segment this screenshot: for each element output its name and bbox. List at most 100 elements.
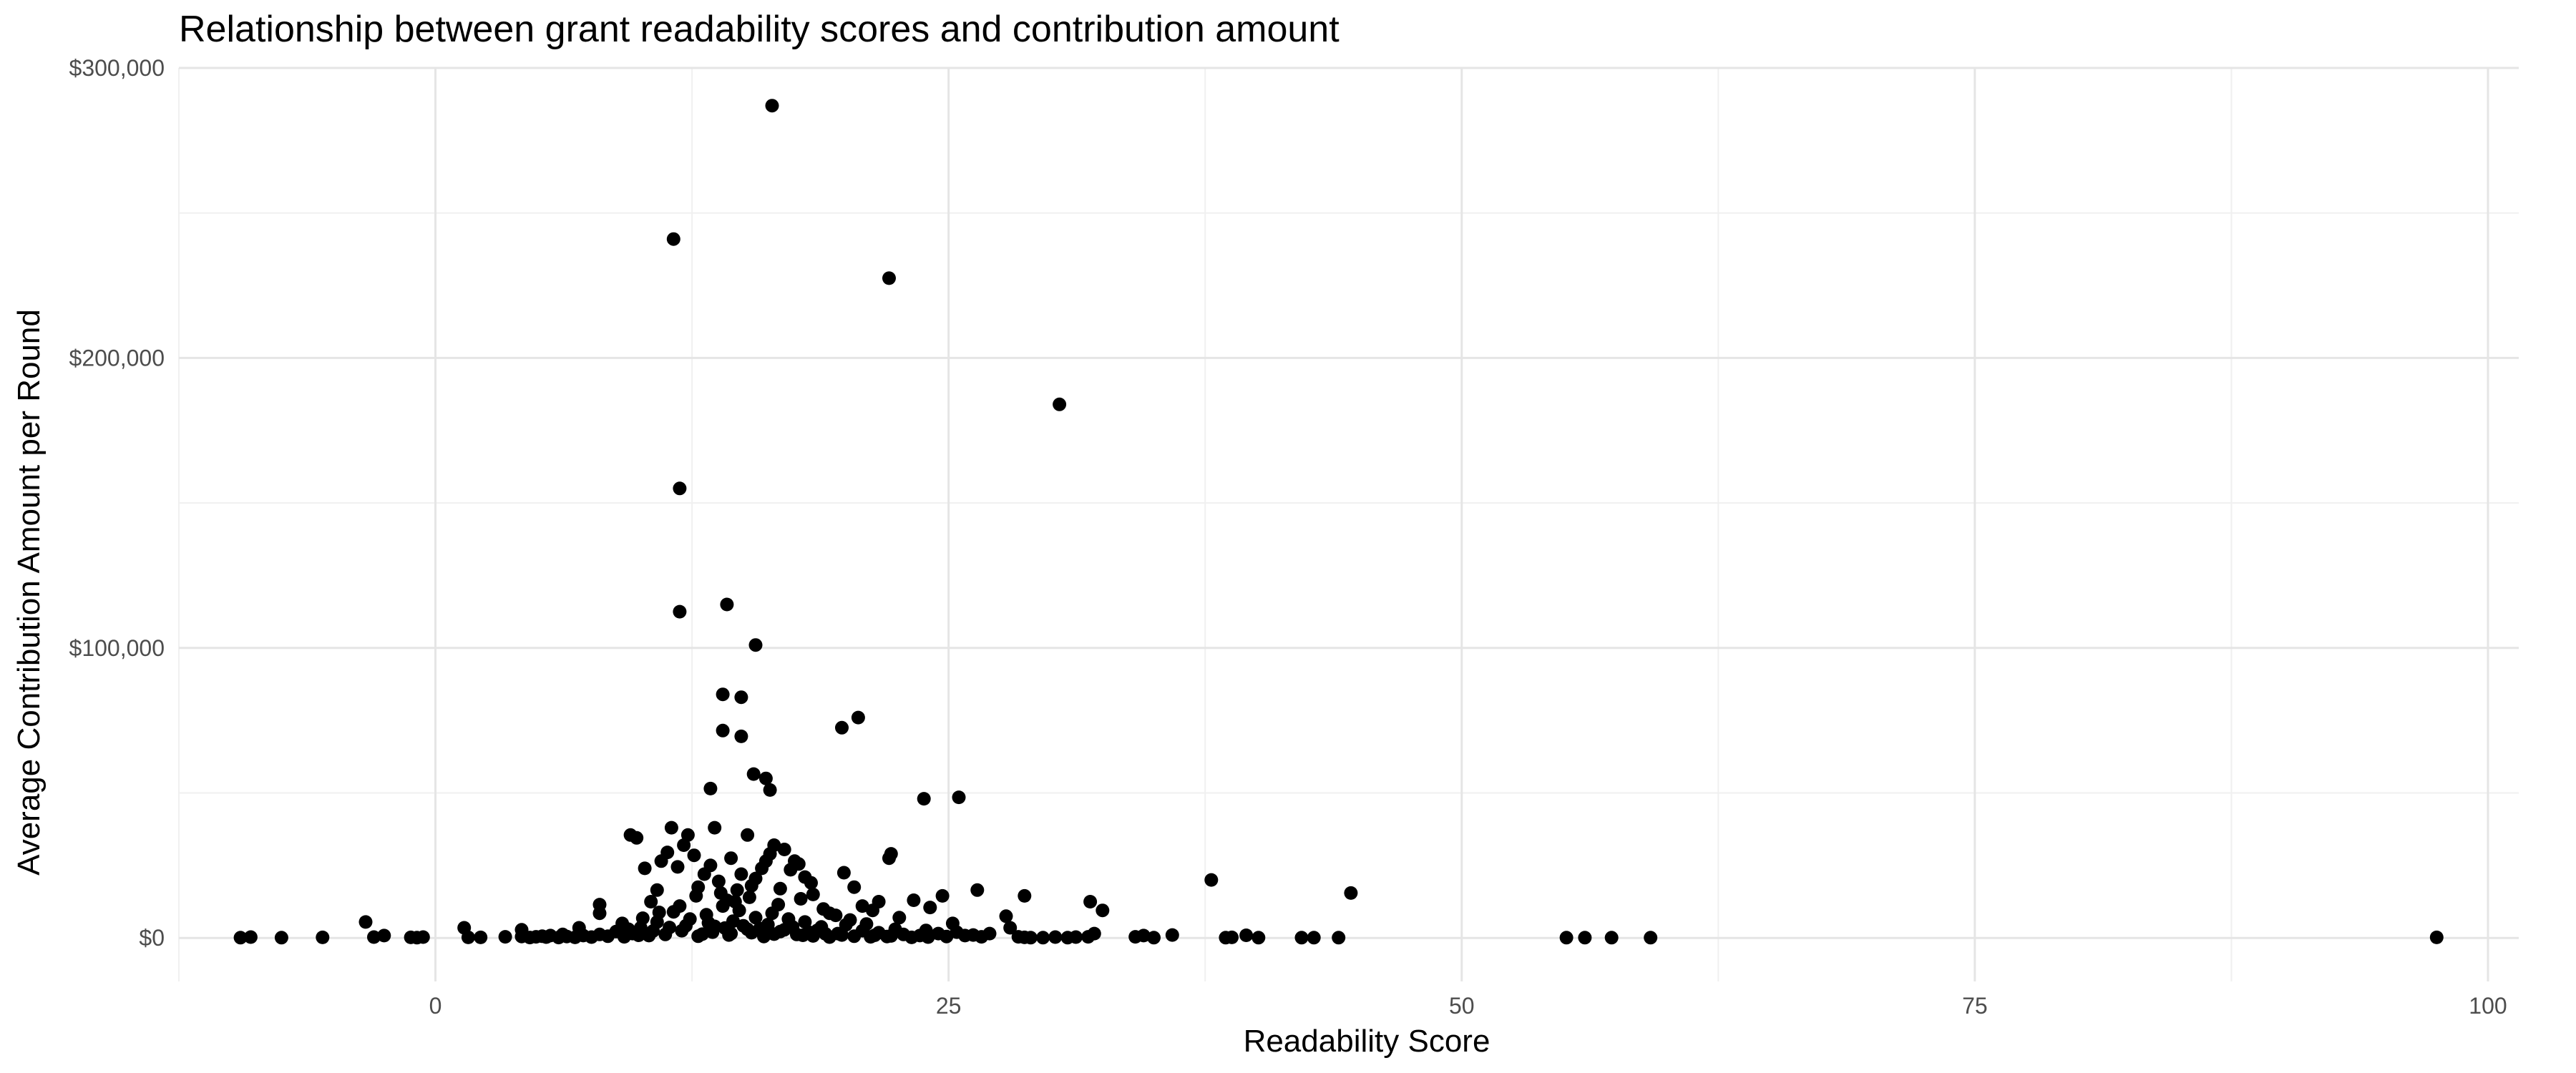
data-point — [931, 926, 945, 941]
y-tick-label: $300,000 — [69, 55, 165, 81]
data-point — [474, 930, 488, 944]
data-point — [882, 851, 896, 866]
data-point — [1018, 888, 1032, 903]
data-point — [316, 930, 330, 944]
data-point — [711, 874, 726, 888]
data-point — [917, 792, 931, 806]
data-point — [1096, 903, 1110, 918]
x-tick-label: 0 — [429, 993, 442, 1019]
data-point — [796, 929, 810, 942]
data-point — [689, 888, 703, 903]
data-point — [703, 781, 718, 795]
data-point — [592, 906, 607, 921]
minor-gridlines-y — [179, 212, 2519, 794]
data-point — [859, 917, 874, 931]
data-point — [742, 890, 756, 904]
data-point — [457, 921, 472, 935]
data-point — [794, 892, 808, 906]
data-point — [755, 861, 769, 876]
data-point — [1003, 921, 1018, 935]
data-point — [867, 929, 882, 942]
data-point — [919, 923, 933, 938]
data-point — [847, 929, 862, 944]
data-point — [673, 481, 687, 496]
data-point — [724, 851, 738, 866]
chart-title: Relationship between grant readability s… — [179, 9, 1340, 50]
data-point — [843, 913, 857, 927]
data-point — [806, 887, 820, 901]
data-point — [1165, 928, 1179, 942]
data-point — [855, 899, 869, 913]
data-point — [632, 929, 645, 942]
data-point — [680, 828, 695, 842]
data-point — [713, 886, 728, 900]
data-point — [652, 906, 666, 919]
data-point — [744, 926, 758, 940]
data-point — [773, 881, 787, 896]
data-point — [882, 271, 896, 285]
data-point — [650, 883, 664, 897]
data-point — [892, 911, 907, 925]
data-point — [367, 930, 381, 944]
data-point — [695, 927, 709, 941]
x-tick-label: 25 — [936, 993, 962, 1019]
data-point — [1081, 930, 1096, 944]
data-point — [673, 899, 687, 913]
data-point — [1053, 397, 1067, 411]
data-point — [728, 895, 742, 908]
data-point — [819, 927, 833, 941]
data-point — [726, 914, 740, 929]
data-point — [687, 848, 701, 863]
data-point — [798, 870, 812, 884]
data-point — [1644, 931, 1658, 945]
data-point — [734, 867, 748, 881]
data-point — [1344, 886, 1358, 900]
data-point — [1559, 931, 1574, 945]
data-point — [1239, 929, 1254, 942]
data-point — [233, 931, 248, 945]
data-point — [835, 720, 849, 735]
data-point — [836, 866, 851, 880]
data-point — [835, 928, 849, 942]
data-point — [539, 930, 553, 944]
data-point — [1204, 873, 1219, 887]
data-point — [706, 925, 720, 939]
y-axis-title: Average Contribution Amount per Round — [11, 309, 47, 876]
x-tick-labels: 0 25 50 75 100 — [429, 993, 2507, 1019]
y-tick-label: $100,000 — [69, 635, 165, 661]
data-point — [358, 915, 373, 929]
y-tick-label: $0 — [139, 925, 165, 951]
data-point — [734, 729, 748, 743]
data-point — [847, 880, 862, 894]
data-point — [748, 638, 763, 652]
data-point — [816, 902, 831, 916]
data-point — [829, 908, 843, 923]
data-point — [907, 893, 921, 907]
data-point — [716, 899, 730, 913]
data-point — [741, 828, 755, 842]
data-point — [734, 690, 748, 705]
data-point — [552, 931, 566, 945]
data-point — [935, 888, 950, 903]
data-point — [2429, 930, 2444, 944]
data-point — [523, 931, 537, 945]
data-point — [1578, 931, 1592, 945]
data-point — [744, 878, 758, 893]
data-point — [950, 925, 964, 939]
data-point — [748, 911, 763, 925]
data-point — [673, 604, 687, 619]
data-point — [670, 860, 685, 874]
data-point — [1332, 931, 1346, 945]
data-point — [730, 883, 744, 897]
data-point — [1011, 930, 1025, 944]
data-point — [763, 783, 777, 797]
data-point — [758, 771, 773, 785]
data-point — [1036, 931, 1050, 945]
data-point — [677, 838, 691, 852]
data-points — [233, 99, 2444, 945]
data-point — [1060, 931, 1075, 945]
data-point — [1252, 931, 1266, 945]
data-point — [1083, 895, 1098, 908]
data-point — [644, 895, 658, 908]
data-point — [866, 903, 879, 918]
